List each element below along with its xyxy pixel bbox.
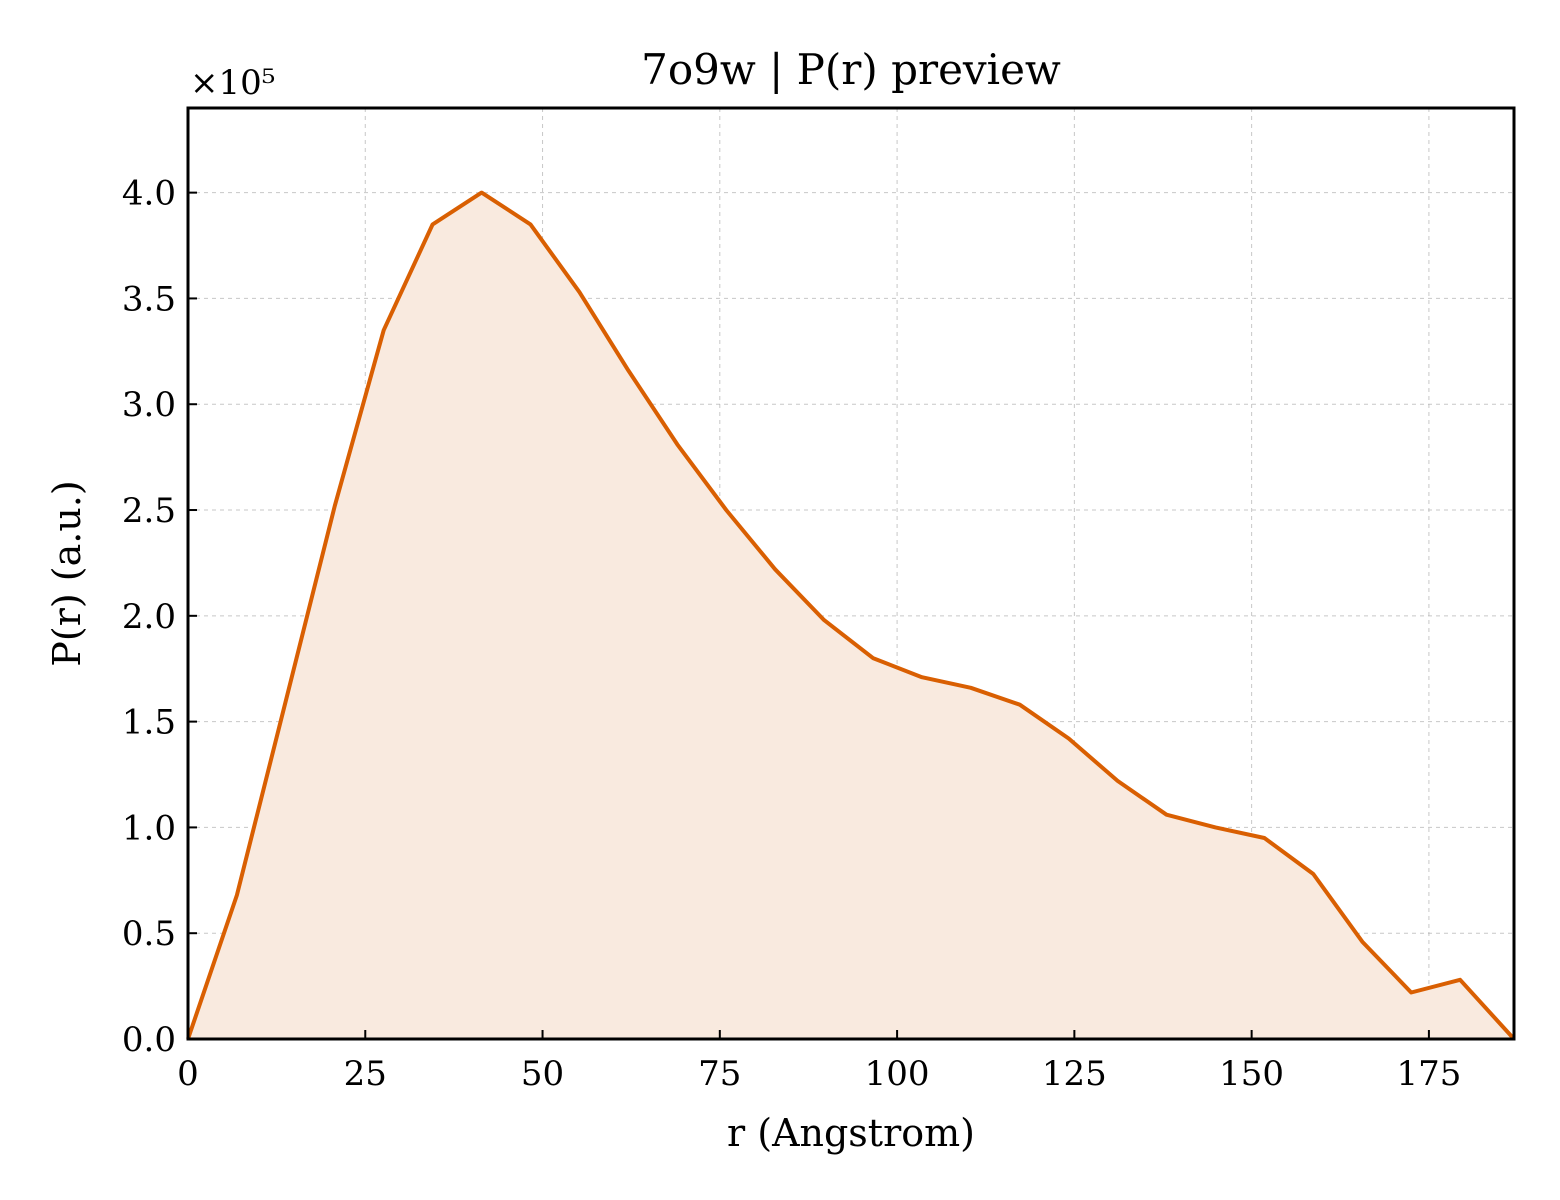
x-tick-label: 100 [865, 1054, 930, 1094]
y-tick-label: 2.5 [122, 491, 176, 531]
y-tick-label: 0.0 [122, 1020, 176, 1060]
y-axis-multiplier: ×10⁵ [190, 63, 275, 103]
y-tick-label: 1.0 [122, 808, 176, 848]
x-tick-label: 125 [1042, 1054, 1107, 1094]
plot-frame [186, 106, 1516, 1041]
y-tick-label: 4.0 [122, 174, 176, 214]
y-tick-label: 3.0 [122, 385, 176, 425]
x-axis-label: r (Angstrom) [727, 1111, 975, 1155]
x-tick-label: 50 [521, 1054, 564, 1094]
chart-title: 7o9w | P(r) preview [641, 45, 1061, 94]
ticks: 0 25 50 75 100 125 150 175 0.0 0.5 1.0 1.5 2.0 2.5 3.0… [122, 174, 1461, 1094]
pr-curve-line [186, 190, 1516, 1041]
x-tick-label: 150 [1219, 1054, 1284, 1094]
y-tick-label: 1.5 [122, 703, 176, 743]
pr-area-fill [188, 192, 1514, 1040]
y-tick-label: 3.5 [122, 279, 176, 319]
x-tick-label: 25 [344, 1054, 387, 1094]
y-tick-label: 2.0 [122, 597, 176, 637]
x-tick-label: 0 [177, 1054, 199, 1094]
x-tick-label: 175 [1396, 1054, 1461, 1094]
y-axis-label: P(r) (a.u.) [45, 480, 89, 666]
x-tick-label: 75 [698, 1054, 741, 1094]
y-tick-label: 0.5 [122, 914, 176, 954]
